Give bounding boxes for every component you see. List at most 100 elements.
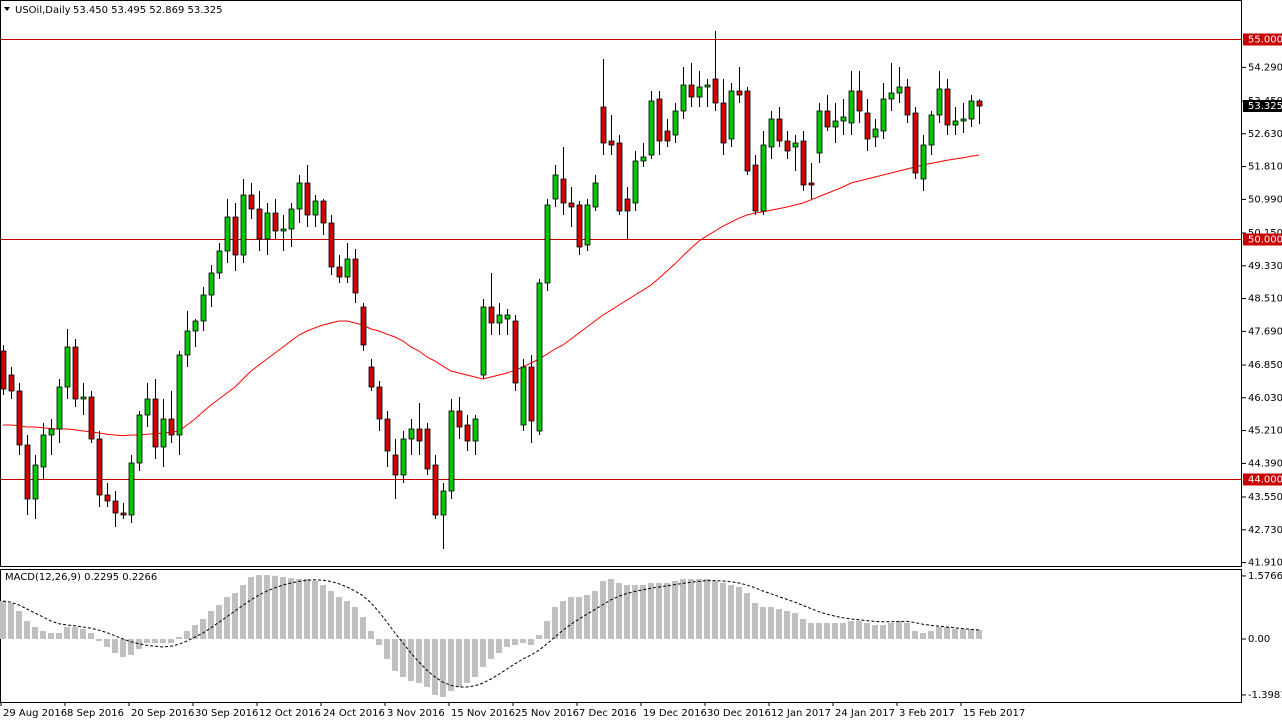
level-label: 50.000 — [1248, 235, 1282, 246]
candle-body — [112, 500, 119, 514]
candle-body — [344, 258, 351, 278]
macd-bar — [768, 607, 774, 639]
candle-body — [144, 398, 151, 416]
candle-body — [768, 118, 775, 148]
macd-bar — [832, 623, 838, 639]
macd-bar — [384, 639, 390, 659]
candle-body — [704, 84, 711, 88]
candle-body — [848, 90, 855, 124]
candle-body — [464, 424, 471, 442]
macd-bar — [504, 639, 510, 647]
candle-body — [536, 282, 543, 432]
x-tick-label: 30 Dec 2016 — [707, 708, 771, 719]
candle-body — [232, 216, 239, 256]
macd-bar — [712, 581, 718, 639]
candle-body — [504, 314, 511, 320]
candle-body — [416, 428, 423, 442]
menu-arrow[interactable] — [4, 7, 10, 11]
macd-bar — [48, 633, 54, 639]
macd-bar — [560, 601, 566, 639]
macd-bar — [952, 629, 958, 639]
candle-body — [640, 156, 647, 162]
candle-body — [160, 418, 167, 448]
quote-values: 53.450 53.495 52.869 53.325 — [73, 5, 223, 16]
candle-body — [480, 306, 487, 376]
candle-body — [792, 142, 799, 148]
candle-body — [560, 178, 567, 204]
x-tick-label: 24 Jan 2017 — [835, 708, 895, 719]
macd-bar — [112, 639, 118, 653]
macd-bar — [256, 575, 262, 639]
macd-bar — [464, 639, 470, 683]
macd-bar — [320, 585, 326, 639]
macd-bar — [776, 609, 782, 639]
candle-body — [304, 182, 311, 216]
candle-body — [920, 144, 927, 180]
candle-body — [376, 386, 383, 420]
macd-bar — [928, 631, 934, 639]
candle-body — [512, 320, 519, 384]
candle-body — [24, 444, 31, 500]
macd-bar — [296, 579, 302, 639]
macd-bar — [792, 613, 798, 639]
candle-body — [216, 250, 223, 274]
macd-bar — [528, 639, 534, 645]
macd-bar — [32, 627, 38, 639]
macd-bar — [480, 639, 486, 667]
candle-body — [872, 128, 879, 138]
macd-bar — [432, 639, 438, 695]
macd-bar — [176, 637, 182, 639]
candle-body — [32, 464, 39, 500]
y-tick-label: -1.3981 — [1248, 690, 1282, 701]
candle-body — [408, 428, 415, 440]
candle-body — [904, 86, 911, 116]
macd-bar — [936, 627, 942, 639]
macd-bar — [752, 603, 758, 639]
macd-bar — [72, 627, 78, 639]
macd-bar — [448, 639, 454, 691]
candle-body — [520, 366, 527, 426]
candle-body — [352, 258, 359, 294]
macd-bar — [304, 579, 310, 639]
macd-bar — [536, 635, 542, 639]
level-label: 44.000 — [1248, 475, 1282, 486]
macd-bar — [376, 639, 382, 645]
macd-bar — [128, 639, 134, 655]
candle-body — [240, 194, 247, 256]
symbol-title: USOil,Daily — [15, 5, 71, 16]
macd-bar — [912, 631, 918, 639]
candle-body — [312, 200, 319, 216]
candle-body — [152, 398, 159, 448]
candle-body — [104, 494, 111, 502]
macd-bar — [656, 583, 662, 639]
macd-bar — [584, 595, 590, 639]
candle-body — [864, 112, 871, 140]
candle-body — [88, 396, 95, 440]
x-tick-label: 15 Nov 2016 — [451, 708, 515, 719]
macd-bar — [144, 639, 150, 643]
candle-body — [384, 418, 391, 452]
macd-bar — [880, 625, 886, 639]
macd-bar — [576, 597, 582, 639]
macd-bar — [352, 607, 358, 639]
candle-body — [432, 464, 439, 516]
macd-bar — [944, 627, 950, 639]
macd-bar — [56, 633, 62, 639]
level-label-box — [1243, 473, 1282, 486]
macd-bar — [184, 631, 190, 639]
candle-body — [960, 118, 967, 122]
macd-bar — [160, 639, 166, 643]
macd-bar — [680, 579, 686, 639]
macd-bar — [616, 583, 622, 639]
candle-body — [8, 374, 15, 392]
macd-bar — [400, 639, 406, 677]
macd-bar — [544, 621, 550, 639]
x-tick-label: 19 Dec 2016 — [643, 708, 707, 719]
macd-bar — [856, 621, 862, 639]
macd-bar — [40, 631, 46, 639]
candle-body — [808, 182, 815, 186]
y-tick-label: 54.290 — [1248, 62, 1282, 73]
macd-bar — [968, 629, 974, 639]
candle-body — [272, 212, 279, 232]
macd-bar — [760, 607, 766, 639]
